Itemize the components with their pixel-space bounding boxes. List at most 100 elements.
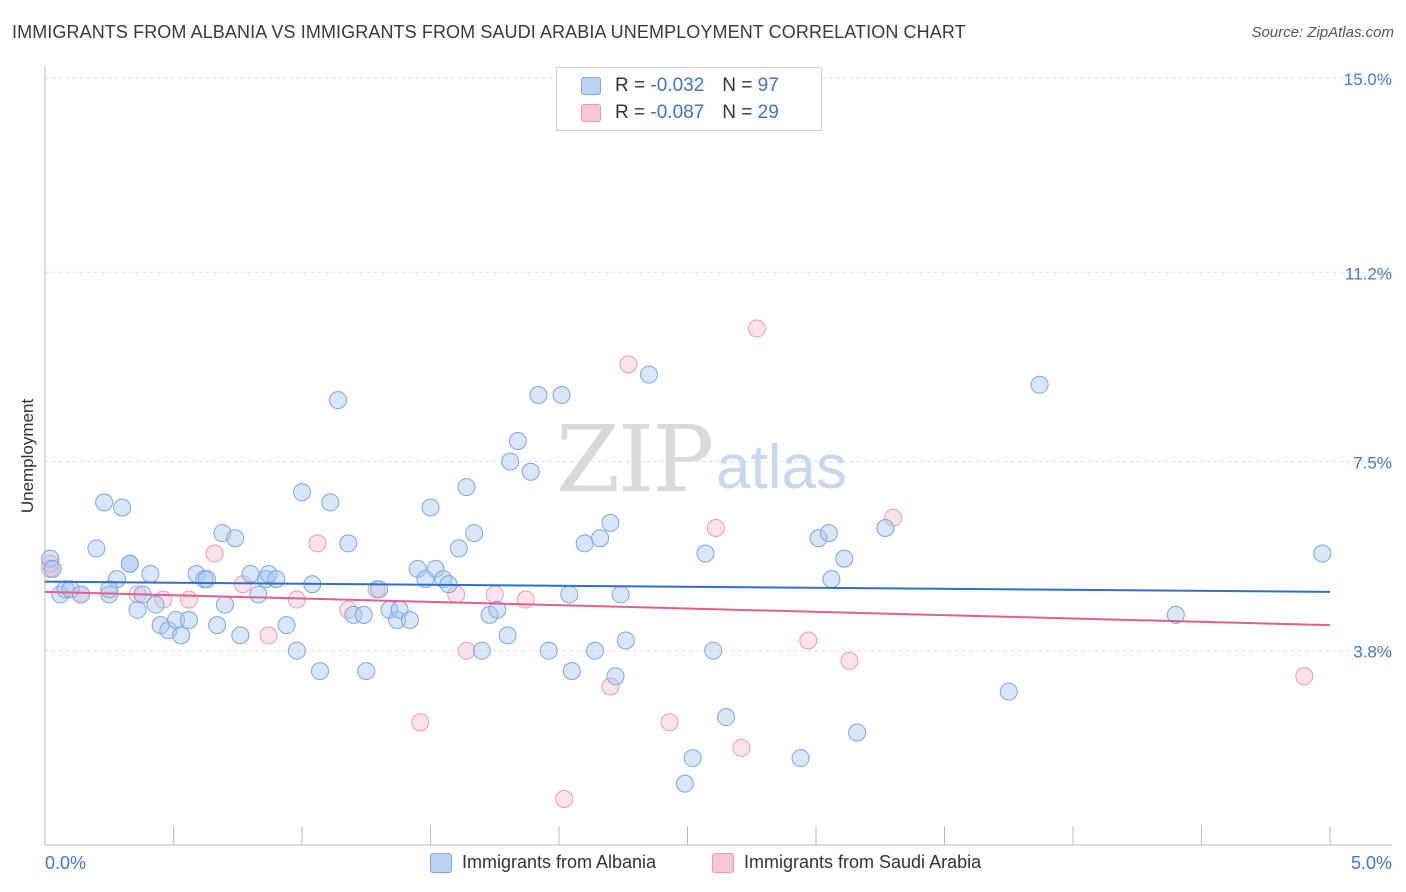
albania-point bbox=[426, 559, 445, 578]
saudi-legend-swatch bbox=[712, 852, 734, 873]
saudi-point bbox=[41, 554, 60, 573]
albania-point bbox=[529, 386, 548, 405]
albania-point bbox=[1313, 544, 1332, 563]
r-value: -0.032 bbox=[650, 75, 705, 96]
albania-point bbox=[310, 662, 329, 681]
albania-point bbox=[508, 432, 527, 451]
albania-point bbox=[172, 626, 191, 645]
albania-point bbox=[449, 539, 468, 558]
albania-point bbox=[95, 493, 114, 512]
saudi-point bbox=[205, 544, 224, 563]
albania-point bbox=[539, 641, 558, 660]
albania-point bbox=[809, 529, 828, 548]
albania-point bbox=[241, 564, 260, 583]
r-value: -0.087 bbox=[650, 102, 705, 123]
saudi-point bbox=[516, 590, 535, 609]
saudi-point bbox=[799, 631, 818, 650]
legend-item-saudi: Immigrants from Saudi Arabia bbox=[712, 852, 981, 873]
x-tick-label-max: 5.0% bbox=[1351, 853, 1392, 873]
albania-point bbox=[819, 524, 838, 543]
albania-point bbox=[120, 554, 139, 573]
albania-point bbox=[293, 483, 311, 502]
albania-point bbox=[113, 498, 132, 517]
albania-point bbox=[339, 534, 358, 553]
albania-point bbox=[208, 616, 227, 635]
saudi-point bbox=[457, 641, 476, 660]
albania-point bbox=[498, 626, 517, 645]
albania-point bbox=[215, 595, 234, 614]
albania-point bbox=[575, 534, 594, 553]
saudi-point bbox=[884, 508, 903, 527]
saudi-point bbox=[308, 534, 327, 553]
n-value: 29 bbox=[757, 102, 779, 123]
albania-point bbox=[128, 600, 147, 619]
albania-point bbox=[791, 749, 810, 768]
y-tick-label: 15.0% bbox=[1344, 70, 1392, 89]
saudi-point bbox=[660, 713, 679, 732]
n-label: N = bbox=[722, 75, 753, 96]
source-label: Source: ZipAtlas.com bbox=[1251, 24, 1394, 41]
albania-point bbox=[465, 524, 484, 543]
albania-point bbox=[611, 585, 630, 604]
albania-point bbox=[560, 585, 579, 604]
albania-point bbox=[591, 529, 610, 548]
albania-point bbox=[87, 539, 106, 558]
albania-point bbox=[704, 641, 723, 660]
albania-point bbox=[107, 570, 126, 589]
albania-point bbox=[354, 605, 373, 624]
y-tick-label: 3.8% bbox=[1353, 643, 1392, 662]
albania-point bbox=[146, 595, 165, 614]
saudi-trendline bbox=[44, 590, 1331, 627]
albania-point bbox=[267, 570, 286, 589]
albania-point bbox=[41, 549, 60, 568]
albania-point bbox=[616, 631, 635, 650]
albania-point bbox=[43, 559, 62, 578]
albania-point bbox=[639, 365, 658, 384]
saudi-point bbox=[619, 355, 638, 374]
saudi-point bbox=[706, 518, 725, 537]
saudi-point bbox=[179, 590, 198, 609]
albania-point bbox=[876, 518, 895, 537]
saudi-point bbox=[411, 713, 430, 732]
watermark-zip: ZIP bbox=[556, 406, 714, 513]
correlation-legend: R = -0.032 N = 97 R = -0.087 N = 29 bbox=[556, 67, 822, 131]
albania-point bbox=[344, 605, 363, 624]
albania-point bbox=[696, 544, 715, 563]
r-label: R = bbox=[615, 102, 646, 123]
albania-point bbox=[457, 478, 476, 497]
albania-point bbox=[249, 585, 268, 604]
saudi-point bbox=[259, 626, 278, 645]
albania-point bbox=[388, 611, 407, 630]
albania-point bbox=[71, 585, 90, 604]
albania-point bbox=[141, 564, 160, 583]
albania-trendline bbox=[44, 580, 1331, 593]
albania-point bbox=[552, 386, 571, 405]
saudi-point bbox=[287, 590, 306, 609]
n-value: 97 bbox=[757, 75, 779, 96]
albania-point bbox=[434, 570, 453, 589]
albania-point bbox=[675, 774, 694, 793]
albania-point bbox=[197, 570, 216, 589]
albania-point bbox=[585, 641, 604, 660]
saudi-point bbox=[555, 789, 574, 808]
albania-point bbox=[683, 749, 702, 768]
albania-legend-swatch bbox=[430, 852, 452, 873]
legend-row-albania: R = -0.032 N = 97 bbox=[581, 74, 779, 98]
albania-point bbox=[501, 452, 520, 471]
albania-point bbox=[1030, 375, 1049, 394]
albania-point bbox=[488, 600, 507, 619]
r-label: R = bbox=[615, 75, 646, 96]
saudi-point bbox=[1295, 667, 1314, 686]
y-tick-label: 11.2% bbox=[1345, 264, 1392, 283]
series-legend: Immigrants from Albania Immigrants from … bbox=[0, 852, 1406, 878]
albania-point bbox=[408, 559, 427, 578]
albania-swatch bbox=[581, 77, 601, 95]
n-label: N = bbox=[722, 102, 753, 123]
saudi-point bbox=[747, 319, 766, 338]
chart-title: IMMIGRANTS FROM ALBANIA VS IMMIGRANTS FR… bbox=[12, 22, 966, 42]
albania-point bbox=[606, 667, 625, 686]
albania-point bbox=[287, 641, 306, 660]
albania-point bbox=[321, 493, 340, 512]
saudi-point bbox=[732, 738, 751, 757]
legend-label-albania: Immigrants from Albania bbox=[462, 852, 657, 872]
